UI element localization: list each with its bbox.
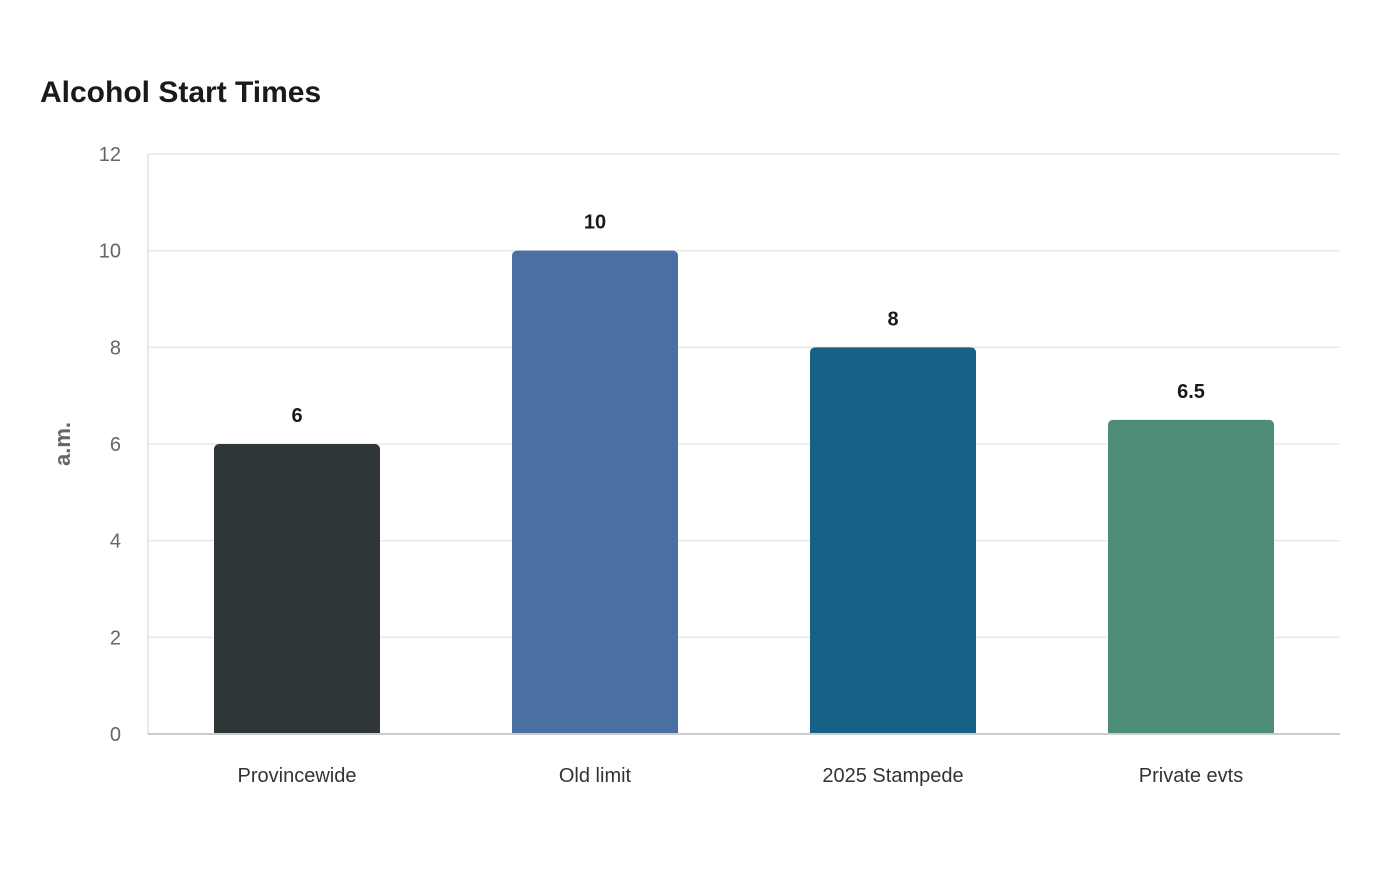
bar	[1108, 419, 1274, 734]
y-tick-label: 6	[110, 434, 121, 456]
bars	[214, 250, 1274, 734]
bar-base	[512, 726, 678, 734]
x-category-label: Old limit	[559, 765, 632, 787]
y-tick-label: 8	[110, 337, 121, 359]
bar	[512, 250, 678, 734]
bar	[214, 444, 380, 734]
bar-value-label: 10	[584, 212, 606, 234]
chart-title: Alcohol Start Times	[40, 76, 322, 109]
bar-value-label: 8	[887, 308, 898, 330]
bar	[810, 347, 976, 734]
bar-value-label: 6.5	[1177, 381, 1205, 403]
y-axis-title: a.m.	[50, 422, 75, 466]
value-labels: 6 10 8 6.5	[291, 212, 1204, 427]
y-axis-ticks: 0 2 4 6 8 10 12	[99, 144, 121, 746]
bar-base	[1108, 726, 1274, 734]
bar-base	[214, 726, 380, 734]
x-category-label: Provincewide	[238, 765, 357, 787]
bar-value-label: 6	[291, 405, 302, 427]
y-tick-label: 12	[99, 144, 121, 166]
x-axis-categories: Provincewide Old limit 2025 Stampede Privat…	[238, 765, 1244, 787]
x-category-label: 2025 Stampede	[822, 765, 963, 787]
y-tick-label: 0	[110, 724, 121, 746]
x-category-label: Private evts	[1139, 765, 1243, 787]
y-tick-label: 4	[110, 531, 121, 553]
bar-base	[810, 726, 976, 734]
y-tick-label: 2	[110, 627, 121, 649]
y-tick-label: 10	[99, 241, 121, 263]
